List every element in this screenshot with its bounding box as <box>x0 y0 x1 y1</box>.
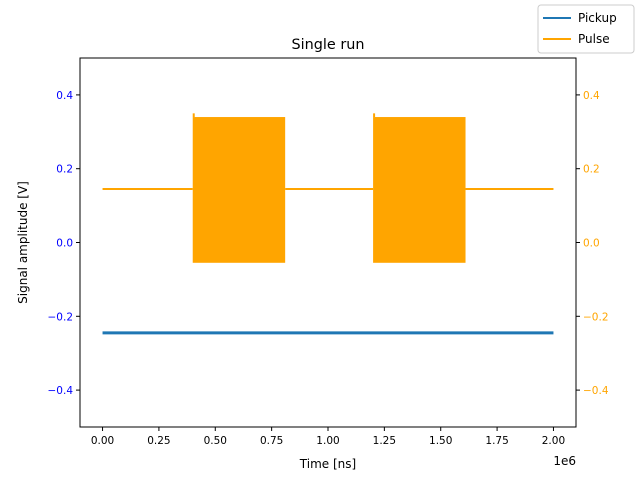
y2-tick-label: 0.2 <box>583 164 600 176</box>
x-axis-label: Time [ns] <box>299 457 356 471</box>
y-tick-label: −0.4 <box>48 385 74 397</box>
x-tick-label: 0.00 <box>91 435 114 447</box>
axes-frame <box>79 57 577 428</box>
y-axis-label: Signal amplitude [V] <box>16 181 30 304</box>
x-tick-label: 0.75 <box>260 435 283 447</box>
y2-tick-label: 0.4 <box>583 90 600 102</box>
x-tick-label: 1.25 <box>373 435 396 447</box>
pulse-burst-1 <box>192 117 286 263</box>
x-tick-label: 0.25 <box>147 435 170 447</box>
x-tick-label: 1.50 <box>429 435 452 447</box>
x-tick-label: 2.00 <box>542 435 565 447</box>
x-tick-label: 0.50 <box>204 435 227 447</box>
x-axis-offset-label: 1e6 <box>553 454 576 468</box>
y2-tick-label: 0.0 <box>583 238 600 250</box>
y-tick-label: −0.2 <box>48 311 74 323</box>
plot-area <box>102 113 554 335</box>
y2-tick-label: −0.4 <box>583 385 609 397</box>
chart-title: Single run <box>292 37 365 53</box>
x-tick-label: 1.75 <box>485 435 508 447</box>
legend: Pickup Pulse <box>537 4 635 54</box>
pulse-burst-2 <box>373 117 466 263</box>
x-tick-label: 1.00 <box>316 435 339 447</box>
legend-label: Pulse <box>578 32 610 46</box>
series-pulse <box>102 113 554 263</box>
legend-label: Pickup <box>578 11 617 25</box>
y2-tick-label: −0.2 <box>583 311 609 323</box>
axis-ticks: 0.00 0.25 0.50 0.75 1.00 1.25 1.50 1.75 2.00 −0.4… <box>48 90 609 447</box>
y-tick-label: 0.0 <box>56 238 73 250</box>
y-tick-label: 0.2 <box>56 164 73 176</box>
y-tick-label: 0.4 <box>56 90 73 102</box>
